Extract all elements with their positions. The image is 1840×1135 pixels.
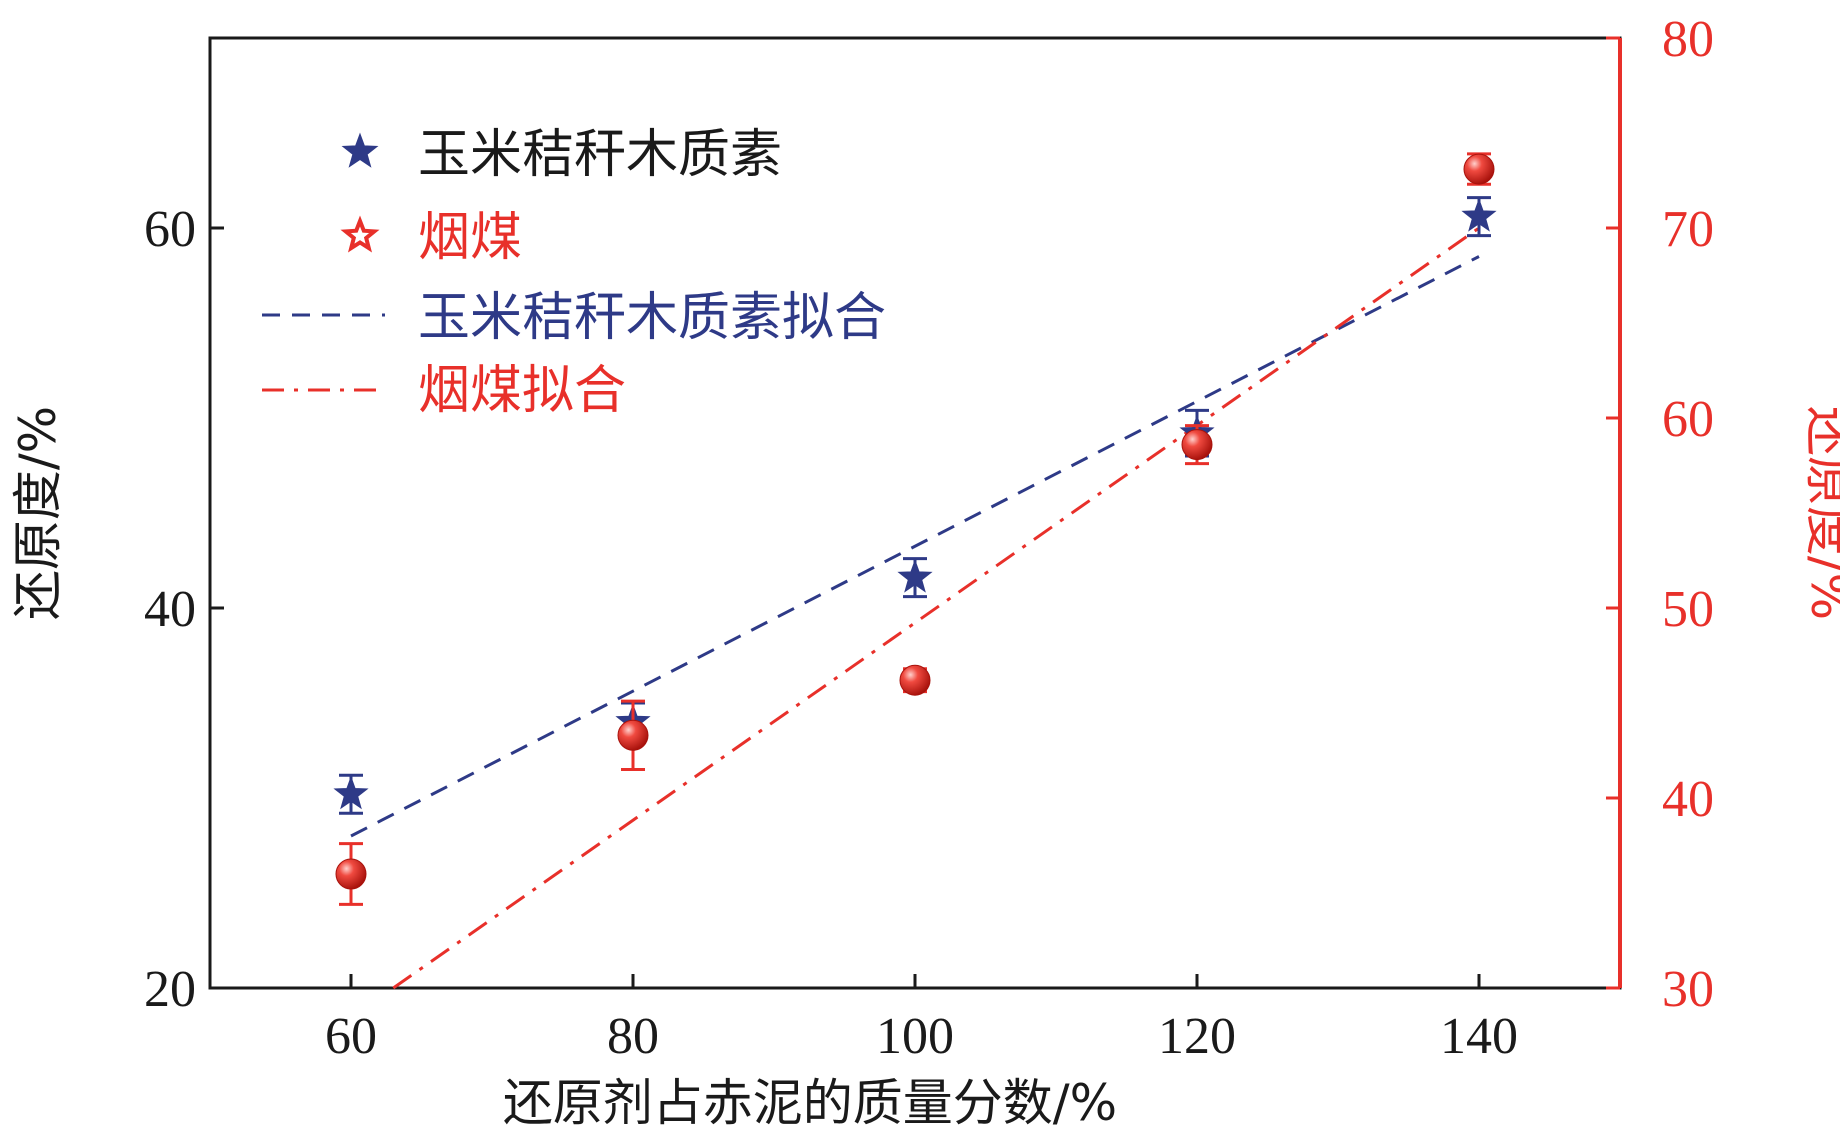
x-tick-label: 140	[1440, 1008, 1518, 1065]
x-axis-title: 还原剂占赤泥的质量分数/%	[503, 1074, 1117, 1132]
right-y-tick-label: 40	[1662, 771, 1714, 828]
right-y-tick-label: 60	[1662, 391, 1714, 448]
legend-item-series-right: 烟煤	[340, 208, 522, 268]
data-point-star	[1461, 198, 1497, 232]
fit-line-left	[350, 255, 1480, 838]
data-point-sphere	[1463, 153, 1495, 185]
data-point-star	[333, 775, 369, 810]
legend-label-series-left: 玉米秸秆木质素	[418, 125, 782, 185]
data-point-sphere	[335, 858, 367, 890]
legend-star-outline-marker	[340, 215, 380, 253]
x-tick-label: 120	[1158, 1008, 1236, 1065]
right-y-axis-title: 还原度/%	[1800, 406, 1840, 620]
legend-star-marker	[341, 132, 379, 168]
right-y-tick-label: 80	[1662, 11, 1714, 68]
left-y-tick-label: 20	[144, 961, 196, 1018]
data-point-sphere	[1181, 429, 1213, 461]
x-axis: 60 80 100 120 140	[325, 974, 1518, 1065]
legend-item-fit-left: 玉米秸秆木质素拟合	[262, 288, 886, 348]
x-tick-label: 60	[325, 1008, 377, 1065]
x-tick-label: 100	[876, 1008, 954, 1065]
left-y-axis-title: 还原度/%	[9, 406, 67, 620]
right-y-tick-label: 30	[1662, 961, 1714, 1018]
data-points	[333, 152, 1497, 906]
x-tick-label: 80	[607, 1008, 659, 1065]
fit-lines	[350, 226, 1480, 990]
data-point-star	[897, 559, 933, 593]
data-point-sphere	[617, 719, 649, 751]
right-y-tick-label: 70	[1662, 201, 1714, 258]
legend-item-fit-right: 烟煤拟合	[262, 361, 626, 421]
legend-label-fit-right: 烟煤拟合	[418, 361, 626, 421]
fit-line-right	[392, 226, 1480, 990]
right-y-axis: 30 40 50 60 70 80	[1606, 11, 1714, 1018]
legend: 玉米秸秆木质素 烟煤 玉米秸秆木质素拟合 烟煤拟合	[262, 125, 886, 421]
right-y-tick-label: 50	[1662, 581, 1714, 638]
left-y-tick-label: 60	[144, 201, 196, 258]
data-point-sphere	[899, 664, 931, 696]
left-y-axis: 20 40 60	[144, 201, 224, 1018]
legend-label-fit-left: 玉米秸秆木质素拟合	[418, 288, 886, 348]
left-y-tick-label: 40	[144, 581, 196, 638]
legend-item-series-left: 玉米秸秆木质素	[341, 125, 782, 185]
legend-label-series-right: 烟煤	[418, 208, 522, 268]
